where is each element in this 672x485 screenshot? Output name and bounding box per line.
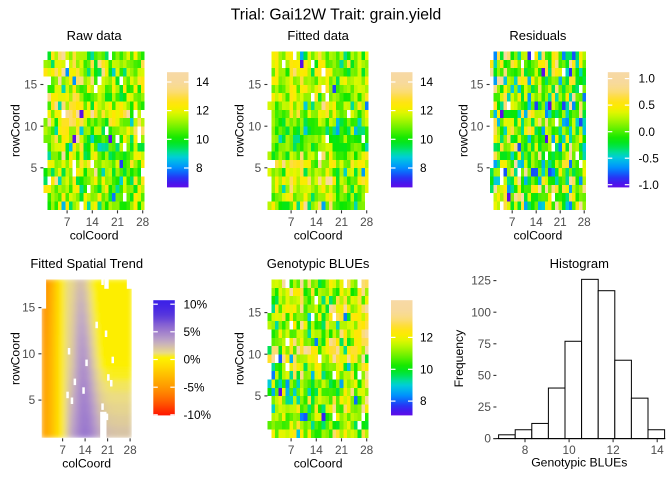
svg-text:colCoord: colCoord	[294, 456, 343, 470]
svg-text:colCoord: colCoord	[514, 228, 563, 242]
svg-text:1.0: 1.0	[639, 72, 656, 86]
svg-text:rowCoord: rowCoord	[457, 104, 471, 157]
svg-text:Histogram: Histogram	[550, 256, 609, 271]
svg-text:Trial: Gai12W Trait: grain.yie: Trial: Gai12W Trait: grain.yield	[231, 7, 441, 24]
svg-text:rowCoord: rowCoord	[233, 104, 247, 157]
svg-text:21: 21	[111, 215, 124, 229]
svg-text:Raw data: Raw data	[67, 28, 123, 43]
svg-text:10%: 10%	[184, 297, 208, 311]
svg-text:10: 10	[563, 443, 577, 457]
svg-text:8: 8	[196, 161, 203, 175]
svg-text:colCoord: colCoord	[62, 456, 111, 470]
svg-text:12: 12	[607, 443, 620, 457]
svg-text:14: 14	[530, 215, 544, 229]
svg-text:7: 7	[509, 215, 516, 229]
svg-text:14: 14	[310, 443, 324, 457]
svg-text:50: 50	[478, 369, 492, 383]
svg-text:10: 10	[248, 119, 262, 133]
svg-text:12: 12	[420, 331, 433, 345]
svg-text:-0.5: -0.5	[639, 151, 660, 165]
svg-text:28: 28	[124, 443, 138, 457]
svg-text:14: 14	[196, 75, 210, 89]
svg-text:14: 14	[651, 443, 665, 457]
svg-text:15: 15	[248, 306, 262, 320]
svg-text:10: 10	[248, 347, 262, 361]
svg-text:Residuals: Residuals	[509, 28, 567, 43]
svg-text:Genotypic BLUEs: Genotypic BLUEs	[531, 456, 627, 470]
svg-text:5: 5	[477, 161, 484, 175]
svg-text:0: 0	[484, 432, 491, 446]
svg-text:0%: 0%	[184, 353, 202, 367]
svg-text:10: 10	[196, 132, 210, 146]
svg-text:25: 25	[478, 400, 492, 414]
svg-text:15: 15	[24, 78, 38, 92]
svg-text:10: 10	[22, 347, 36, 361]
svg-text:7: 7	[59, 443, 66, 457]
svg-text:10: 10	[470, 119, 484, 133]
svg-text:5: 5	[29, 393, 36, 407]
svg-text:Genotypic BLUEs: Genotypic BLUEs	[267, 256, 370, 271]
svg-text:7: 7	[288, 215, 295, 229]
svg-text:21: 21	[101, 443, 114, 457]
svg-text:12: 12	[196, 104, 209, 118]
svg-text:5: 5	[31, 161, 38, 175]
svg-text:5: 5	[255, 161, 262, 175]
svg-text:28: 28	[578, 215, 592, 229]
svg-text:12: 12	[420, 104, 433, 118]
svg-text:rowCoord: rowCoord	[233, 332, 247, 385]
svg-text:21: 21	[335, 215, 348, 229]
svg-text:Fitted data: Fitted data	[287, 28, 349, 43]
svg-text:10: 10	[24, 119, 38, 133]
svg-text:7: 7	[64, 215, 71, 229]
svg-text:5%: 5%	[184, 325, 202, 339]
svg-text:0.0: 0.0	[639, 125, 656, 139]
svg-text:-5%: -5%	[184, 380, 205, 394]
svg-text:colCoord: colCoord	[70, 228, 119, 242]
svg-text:14: 14	[86, 215, 100, 229]
svg-text:14: 14	[79, 443, 93, 457]
svg-text:15: 15	[470, 78, 484, 92]
svg-text:125: 125	[471, 274, 491, 288]
svg-text:10: 10	[420, 362, 434, 376]
svg-text:14: 14	[310, 215, 324, 229]
svg-text:10: 10	[420, 132, 434, 146]
svg-text:100: 100	[471, 305, 491, 319]
svg-text:15: 15	[248, 78, 262, 92]
svg-text:21: 21	[554, 215, 567, 229]
svg-text:-10%: -10%	[184, 408, 212, 422]
svg-text:8: 8	[420, 161, 427, 175]
svg-text:75: 75	[478, 337, 492, 351]
svg-text:rowCoord: rowCoord	[9, 104, 23, 157]
svg-text:5: 5	[255, 389, 262, 403]
svg-text:15: 15	[22, 301, 36, 315]
svg-text:-1.0: -1.0	[639, 178, 660, 192]
svg-text:14: 14	[420, 75, 434, 89]
svg-text:8: 8	[420, 394, 427, 408]
svg-text:0.5: 0.5	[639, 98, 656, 112]
svg-text:28: 28	[136, 215, 150, 229]
svg-text:28: 28	[360, 443, 374, 457]
svg-text:21: 21	[335, 443, 348, 457]
svg-text:Frequency: Frequency	[452, 329, 466, 387]
svg-text:8: 8	[522, 443, 529, 457]
svg-text:28: 28	[360, 215, 374, 229]
svg-text:7: 7	[288, 443, 295, 457]
svg-text:Fitted Spatial Trend: Fitted Spatial Trend	[30, 256, 143, 271]
svg-text:rowCoord: rowCoord	[9, 332, 23, 385]
svg-text:colCoord: colCoord	[294, 228, 343, 242]
